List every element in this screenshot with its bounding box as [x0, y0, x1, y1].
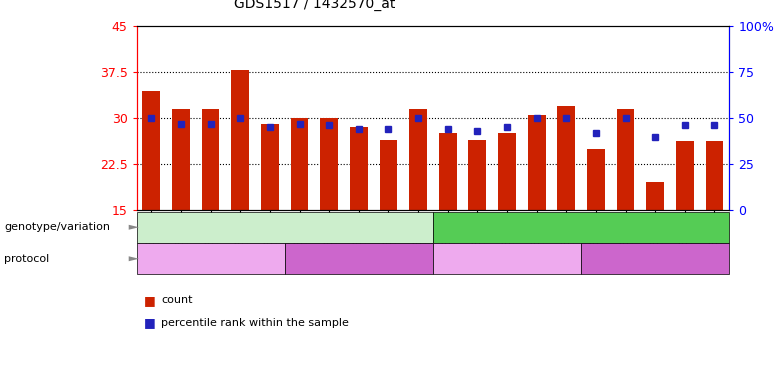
- Bar: [350, 128, 367, 210]
- Bar: [439, 134, 456, 210]
- Bar: [202, 109, 219, 210]
- Bar: [232, 70, 249, 210]
- Bar: [321, 118, 338, 210]
- Text: genotype/variation: genotype/variation: [4, 222, 110, 232]
- Text: control: control: [488, 254, 526, 264]
- Bar: [528, 115, 545, 210]
- Bar: [676, 141, 693, 210]
- Text: count: count: [161, 296, 193, 305]
- Text: GDS1517 / 1432570_at: GDS1517 / 1432570_at: [234, 0, 395, 11]
- Text: low fat, high carbohydrate: low fat, high carbohydrate: [581, 254, 729, 264]
- Bar: [291, 118, 308, 210]
- Bar: [143, 91, 160, 210]
- Text: protocol: protocol: [4, 254, 49, 264]
- Bar: [647, 183, 664, 210]
- Text: percentile rank within the sample: percentile rank within the sample: [161, 318, 349, 328]
- Bar: [469, 140, 486, 210]
- Bar: [587, 149, 604, 210]
- Text: ■: ■: [144, 316, 156, 329]
- Bar: [706, 141, 723, 210]
- Text: Scd1 null: Scd1 null: [552, 221, 610, 234]
- Bar: [172, 109, 190, 210]
- Text: control: control: [191, 254, 230, 264]
- Bar: [498, 134, 516, 210]
- Bar: [261, 124, 278, 210]
- Bar: [617, 109, 634, 210]
- Bar: [380, 140, 397, 210]
- Bar: [410, 109, 427, 210]
- Text: ■: ■: [144, 294, 156, 307]
- Text: wild type: wild type: [256, 221, 314, 234]
- Bar: [558, 106, 575, 210]
- Text: low fat, high carbohydrate: low fat, high carbohydrate: [285, 254, 433, 264]
